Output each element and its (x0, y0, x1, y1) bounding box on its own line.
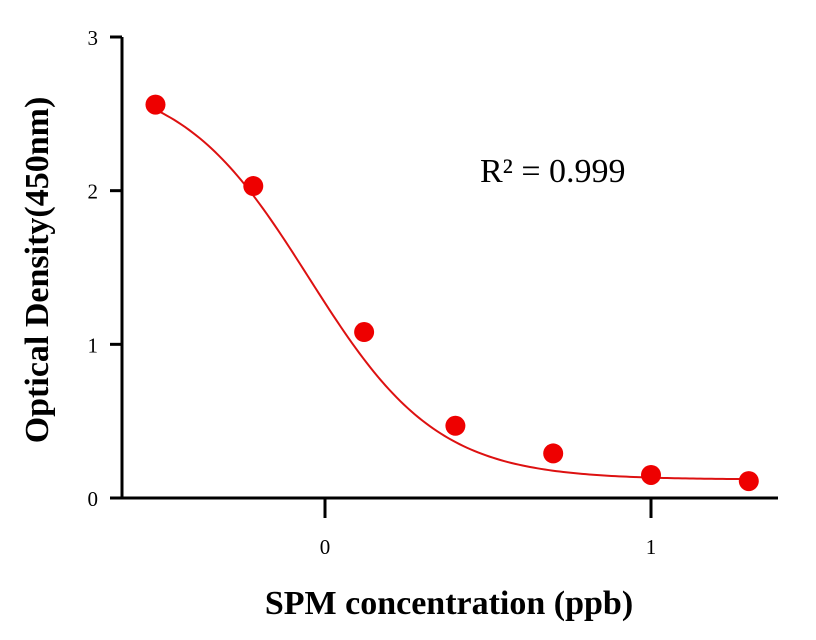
y-tick-label: 2 (88, 180, 99, 204)
y-axis-title: Optical Density(450nm) (19, 97, 56, 444)
data-point (738, 471, 759, 492)
data-point (543, 443, 564, 464)
y-tick-label: 0 (88, 487, 99, 511)
data-point (445, 415, 466, 436)
y-ticks: 0 1 2 3 (88, 26, 122, 511)
x-tick-label: 0 (320, 535, 331, 559)
x-tick-label: 1 (646, 535, 657, 559)
data-point (145, 94, 166, 115)
data-point (243, 176, 264, 197)
data-points (145, 94, 759, 492)
axes (120, 37, 778, 500)
data-point (354, 322, 375, 343)
x-axis-title: SPM concentration (ppb) (265, 585, 633, 622)
y-tick-label: 3 (88, 26, 99, 50)
data-point (641, 464, 661, 485)
y-tick-label: 1 (88, 333, 99, 357)
r-squared-annotation: R² = 0.999 (480, 153, 626, 190)
